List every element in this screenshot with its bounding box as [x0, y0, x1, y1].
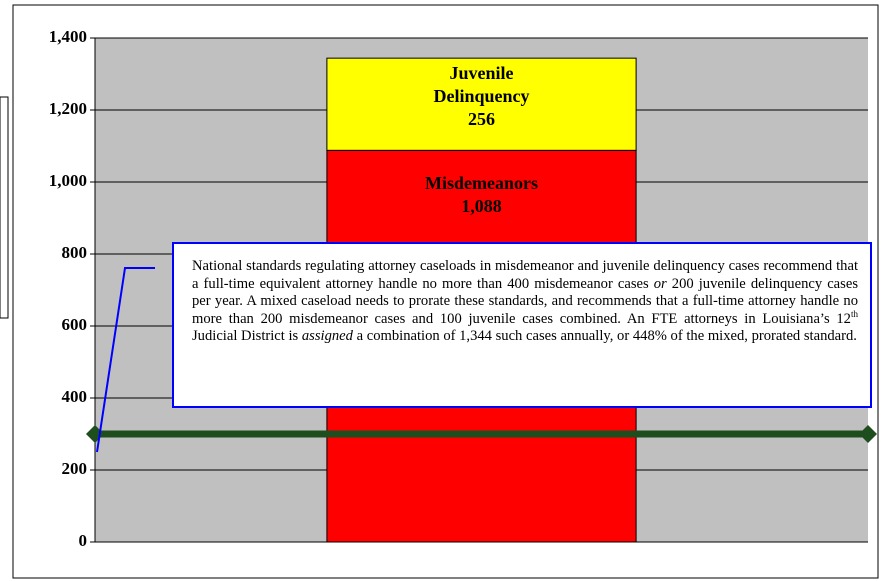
y-tick-label: 0 [79, 531, 88, 550]
segment-label: Misdemeanors 1,088 [327, 172, 636, 218]
series-name: Juvenile Delinquency [433, 63, 530, 107]
y-tick-label: 600 [62, 315, 88, 334]
y-tick-label: 1,000 [49, 171, 87, 190]
segment-label: Juvenile Delinquency 256 [327, 62, 636, 131]
annotation-text: Judicial District is [192, 328, 302, 344]
y-tick-label: 800 [62, 243, 88, 262]
annotation-text: a combination of 1,344 such cases annual… [352, 328, 857, 344]
series-name: Misdemeanors [424, 173, 538, 194]
reference-marker [859, 425, 877, 443]
annotation-text: th [850, 308, 858, 319]
annotation-text: 200 juvenile delinquency cases per year.… [192, 275, 858, 327]
legend-box [0, 96, 9, 319]
annotation: National standards regulating attorney c… [172, 242, 872, 408]
bar-segment [326, 57, 637, 151]
annotation-text: National standards regulating attorney c… [192, 258, 858, 292]
y-tick-label: 400 [62, 387, 88, 406]
y-tick-label: 1,400 [49, 27, 87, 46]
data-label: 256 [467, 109, 495, 130]
data-label: 1,088 [461, 196, 502, 217]
y-tick-label: 1,200 [49, 99, 87, 118]
annotation-text: assigned [301, 328, 353, 344]
annotation-text: or [653, 275, 667, 292]
y-tick-label: 200 [62, 459, 88, 478]
connector [96, 267, 155, 453]
